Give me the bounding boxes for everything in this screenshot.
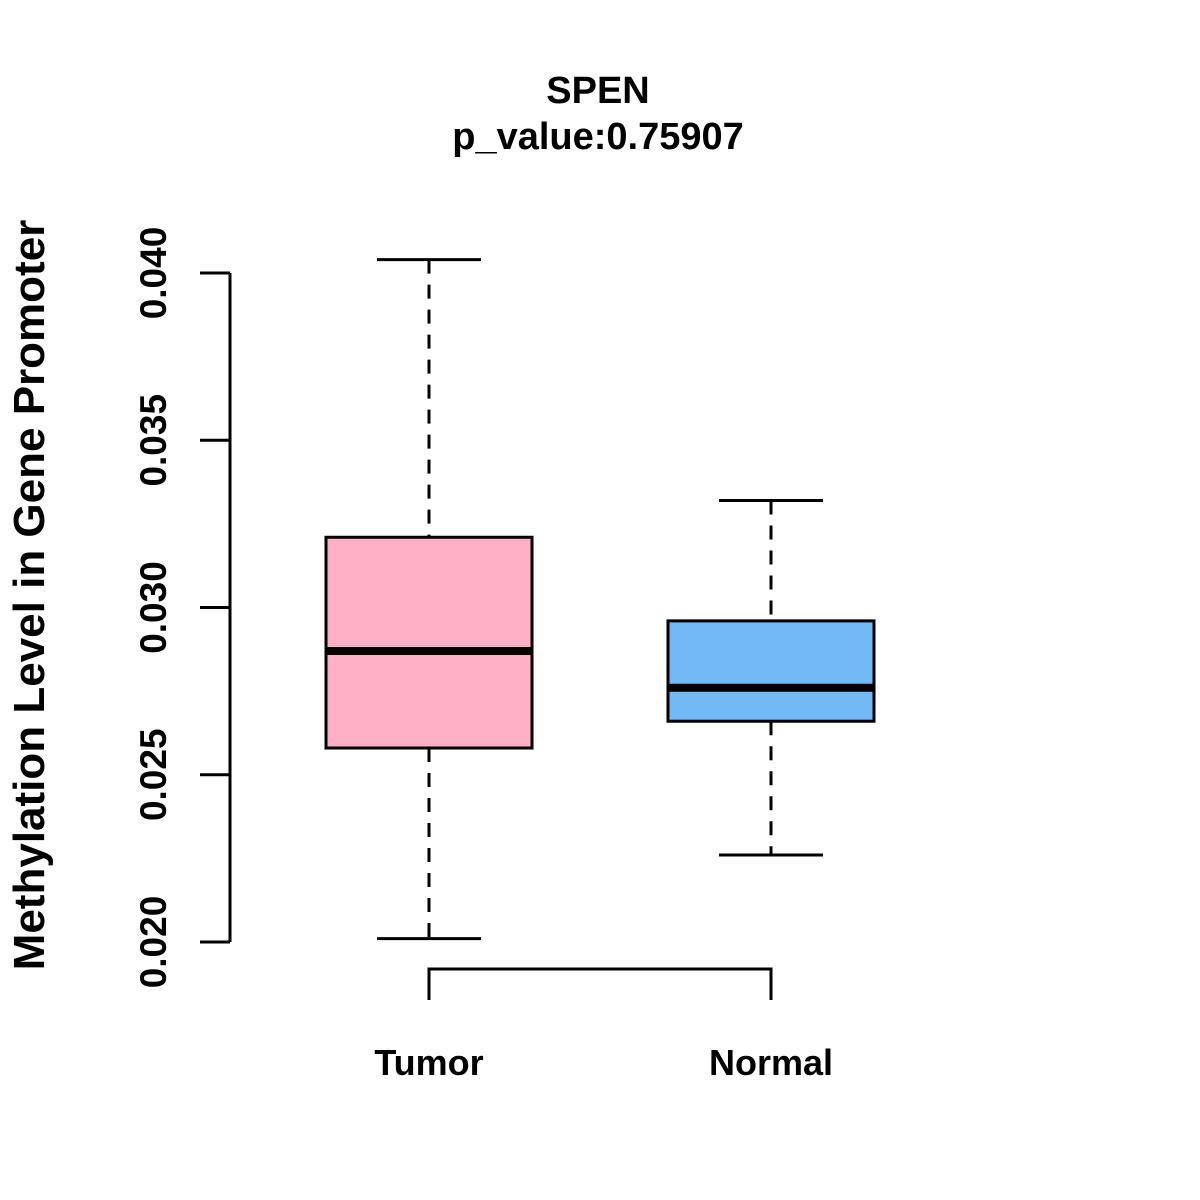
x-axis-group-label: Normal [709, 1042, 833, 1083]
y-axis-tick-label: 0.025 [133, 728, 174, 821]
y-axis-tick-label: 0.030 [133, 561, 174, 654]
chart-title: SPEN [546, 70, 650, 112]
normal-box [666, 619, 876, 723]
x-axis-group-label: Tumor [374, 1042, 483, 1083]
y-axis-tick-label: 0.040 [133, 227, 174, 320]
tumor-box [324, 535, 534, 750]
y-axis-tick-label: 0.035 [133, 394, 174, 487]
chart-subtitle-pvalue: p_value:0.75907 [452, 116, 744, 158]
x-axis-bracket [427, 967, 773, 1000]
y-axis-tick-label: 0.020 [133, 896, 174, 989]
